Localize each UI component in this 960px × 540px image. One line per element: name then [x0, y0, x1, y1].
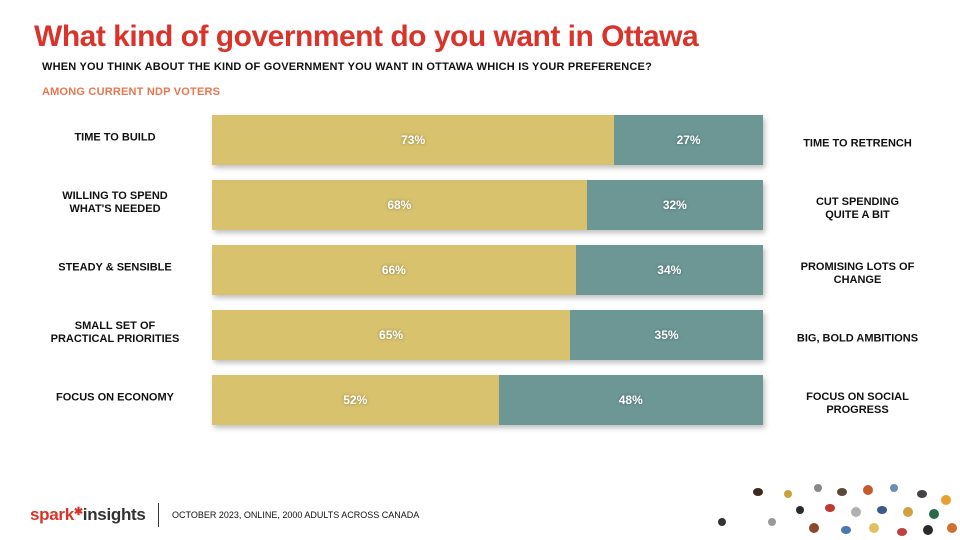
data-label-right: 27% [676, 133, 701, 147]
data-label-left: 65% [379, 328, 404, 342]
data-label-right: 48% [618, 393, 643, 407]
row-label-left: TIME TO BUILD [74, 131, 156, 144]
row-label-right: FOCUS ON SOCIAL PROGRESS [806, 391, 909, 416]
data-label-left: 73% [401, 133, 426, 147]
bar-row: 52% 48% [212, 375, 763, 425]
spark-insights-logo: spark✱insights [30, 505, 146, 525]
row-label-right: TIME TO RETRENCH [803, 137, 912, 150]
row-label-left: STEADY & SENSIBLE [58, 261, 172, 274]
bar-segment-right: 35% [570, 310, 763, 360]
bar-segment-left: 68% [212, 180, 587, 230]
bar-segment-left: 65% [212, 310, 571, 360]
data-label-right: 35% [654, 328, 679, 342]
logo-star-icon: ✱ [73, 506, 83, 518]
data-label-left: 66% [381, 263, 406, 277]
question-text: WHEN YOU THINK ABOUT THE KIND OF GOVERNM… [42, 61, 652, 73]
bar-row: 66% 34% [212, 245, 763, 295]
bar-segment-left: 73% [212, 115, 615, 165]
row-label-right: BIG, BOLD AMBITIONS [796, 332, 919, 345]
page-title: What kind of government do you want in O… [34, 20, 699, 53]
footer-divider [158, 503, 159, 527]
bar-segment-right: 48% [498, 375, 763, 425]
logo-word-insights: insights [82, 505, 146, 524]
row-label-right: CUT SPENDING QUITE A BIT [815, 196, 900, 221]
data-label-left: 68% [387, 198, 412, 212]
bar-segment-right: 27% [614, 115, 763, 165]
row-label-left: SMALL SET OF PRACTICAL PRIORITIES [50, 320, 180, 345]
bar-segment-right: 34% [575, 245, 763, 295]
crowd-illustration [718, 484, 957, 536]
data-label-right: 32% [662, 198, 687, 212]
row-label-left: FOCUS ON ECONOMY [56, 391, 174, 404]
row-label-left: WILLING TO SPEND WHAT'S NEEDED [62, 190, 168, 215]
bar-row: 68% 32% [212, 180, 763, 230]
bar-segment-left: 52% [212, 375, 499, 425]
bar-row: 65% 35% [212, 310, 763, 360]
data-label-right: 34% [657, 263, 682, 277]
logo-word-spark: spark [30, 505, 74, 524]
methodology-note: OCTOBER 2023, ONLINE, 2000 ADULTS ACROSS… [172, 510, 420, 520]
bar-row: 73% 27% [212, 115, 763, 165]
bar-segment-left: 66% [212, 245, 576, 295]
segment-label: AMONG CURRENT NDP VOTERS [42, 86, 221, 98]
bar-segment-right: 32% [586, 180, 763, 230]
data-label-left: 52% [343, 393, 368, 407]
row-label-right: PROMISING LOTS OF CHANGE [800, 261, 915, 286]
